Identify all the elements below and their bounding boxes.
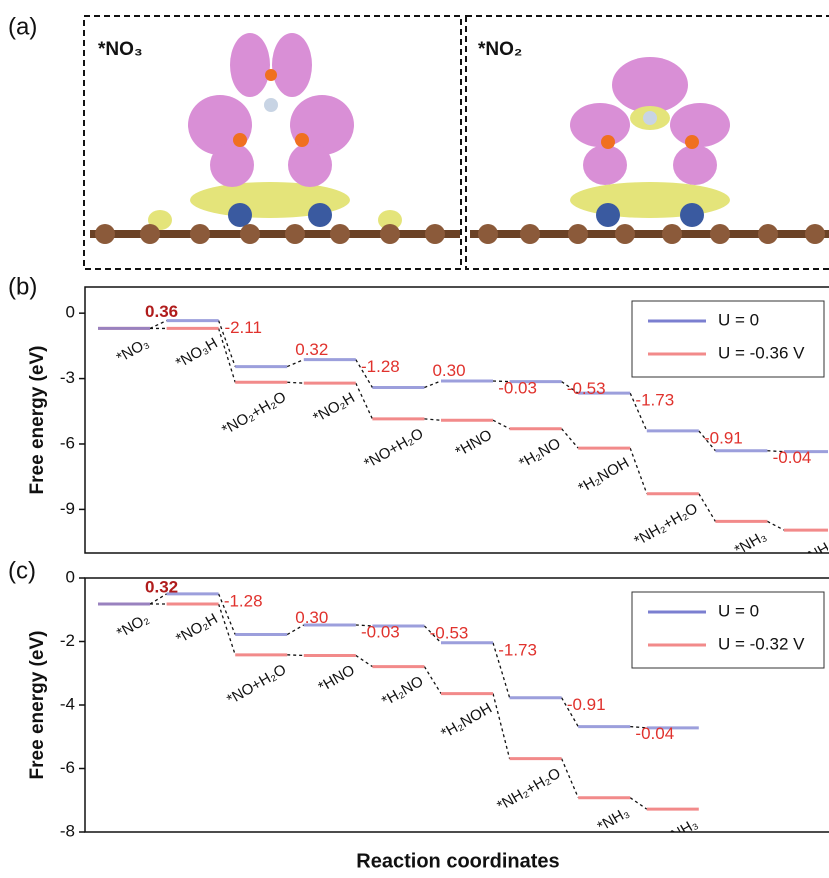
step-label: -0.91 [704,428,743,447]
legend-label: U = -0.36 V [718,343,805,362]
connector [355,624,373,627]
connector [767,520,785,531]
legend-box [631,300,825,378]
step-label: -0.91 [567,695,606,714]
state-label: *NO₂H [310,389,357,426]
panel-label: (b) [8,273,37,300]
step-label: 0.30 [432,361,465,380]
step-label: -1.28 [224,591,263,610]
y-axis-label: Free energy (eV) [27,631,48,780]
connector [629,447,648,494]
connector [424,380,442,389]
connector [492,419,510,430]
state-label: *+NH₃ [656,815,701,851]
state-label: *NH₂+H₂O [631,500,700,550]
state-label: *NO₂H [173,610,220,647]
state-label: *+NH₃ [793,536,829,572]
x-axis-label: Reaction coordinates [356,850,559,872]
step-label: 0.32 [145,578,178,597]
y-axis-label: Free energy (eV) [27,346,48,495]
state-label: *NO₃H [173,335,221,372]
step-label: -1.73 [498,640,537,659]
connector [767,450,785,453]
connector [423,666,442,694]
panel-label: (c) [8,557,36,584]
connector [630,725,647,729]
step-label: 0.30 [295,608,328,627]
step-label: -0.03 [498,378,537,397]
connector [424,418,442,421]
state-label: *NH₃ [732,528,770,560]
step-label: 0.32 [295,340,328,359]
step-label: -0.04 [773,448,812,467]
state-label: *NO+H₂O [361,425,426,472]
state-label: *HNO [315,662,357,696]
legend-box [631,591,825,669]
structure-label: *NO₂ [478,39,522,60]
state-label: *NH₃ [595,804,633,836]
connector [217,320,236,367]
structure-frame [83,15,462,270]
connector [287,654,304,657]
structure-label: *NO₃ [98,39,143,60]
state-label: *NO₂ [114,610,152,642]
connector [355,382,373,420]
step-label: 0.36 [145,302,178,321]
step-label: -0.03 [361,622,400,641]
plot-area: *NO₂ *NO₂H*NO+H₂O *HNO *H₂NO *H₂NOH *NH₂+H₂O *… [98,578,701,851]
step-label: -1.28 [361,357,400,376]
plot-frame [84,286,829,554]
y-tick-label: -8 [60,821,75,840]
state-label: *NO₂+H₂O [219,388,289,438]
step-label: -0.53 [567,379,606,398]
y-tick-label: -6 [60,758,75,777]
connector [561,428,579,449]
y-tick-label: -6 [60,433,75,452]
step-label: -1.73 [635,391,674,410]
legend-label: U = 0 [718,601,759,620]
connector [561,758,579,798]
connector [355,654,373,668]
step-label: -2.11 [224,318,262,337]
connector [698,430,716,452]
structure-image [90,33,460,244]
y-tick-label: -2 [60,631,75,650]
connector [217,593,236,635]
structure-image [470,57,829,244]
connector [629,392,648,432]
connector [149,319,167,330]
y-tick-label: 0 [66,303,75,322]
step-label: -0.53 [430,623,469,642]
legend-label: U = 0 [718,310,759,329]
panel-label: (a) [8,13,37,40]
state-label: *NO₃ [114,335,152,367]
connector [492,380,510,383]
connector [217,603,236,656]
state-label: *H₂NOH [575,454,632,497]
connector [286,359,305,368]
state-label: *HNO [453,426,495,460]
state-label: *NH₂+H₂O [494,765,563,815]
state-label: *H₂NOH [438,700,495,743]
state-label: *H₂NO [516,435,563,472]
connector [698,493,716,522]
connector [423,625,442,644]
y-tick-label: -4 [60,694,75,713]
connector [492,693,511,759]
y-tick-label: -3 [60,368,75,387]
structure-frame [465,15,829,270]
step-label: -0.04 [635,724,674,743]
state-label: *NO+H₂O [224,661,289,708]
connector [287,381,304,384]
y-tick-label: -9 [60,499,75,518]
legend-label: U = -0.32 V [718,634,805,653]
y-tick-label: 0 [66,567,75,586]
state-label: *H₂NO [379,673,426,710]
connector [629,797,648,810]
